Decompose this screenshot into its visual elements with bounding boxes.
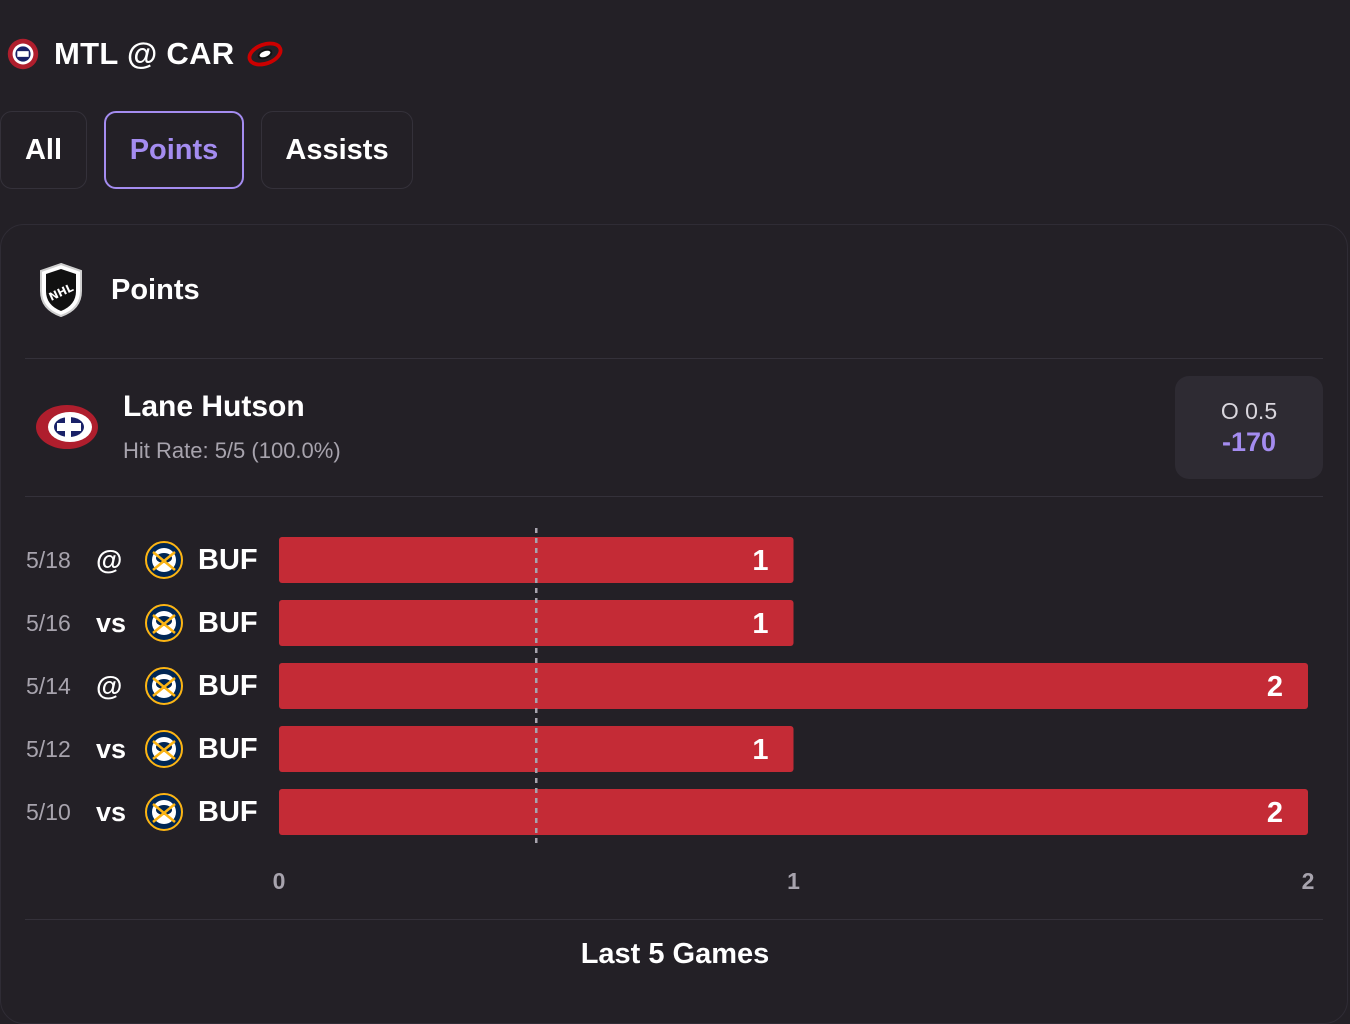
canadiens-logo-icon xyxy=(7,38,39,70)
nhl-shield-icon: NHL xyxy=(40,262,82,318)
card-header: NHL Points xyxy=(35,261,200,319)
bar-value-label: 2 xyxy=(1267,671,1283,703)
game-location: vs xyxy=(96,733,127,764)
matchup-header: MTL @ CAR xyxy=(4,30,284,78)
opponent-abbr: BUF xyxy=(198,732,258,765)
odds-line: O 0.5 xyxy=(1220,397,1278,424)
game-row: 5/14 @ BUF xyxy=(26,663,258,709)
game-row: 5/10 vs BUF xyxy=(26,789,258,835)
x-tick-label: 0 xyxy=(273,868,286,894)
hit-rate: Hit Rate: 5/5 (100.0%) xyxy=(123,438,341,463)
canadiens-logo-icon xyxy=(36,405,98,449)
tab-assists[interactable]: Assists xyxy=(261,111,413,189)
bar-value-label: 1 xyxy=(752,545,768,577)
opponent-abbr: BUF xyxy=(198,606,258,639)
game-date: 5/14 xyxy=(26,672,71,699)
sabres-logo-icon xyxy=(145,793,183,831)
game-location: vs xyxy=(96,607,127,638)
x-tick-label: 2 xyxy=(1302,868,1315,894)
game-date: 5/18 xyxy=(26,546,71,573)
tab-points[interactable]: Points xyxy=(104,111,244,189)
divider xyxy=(25,919,1323,920)
divider xyxy=(25,496,1323,497)
opponent-abbr: BUF xyxy=(198,543,258,576)
game-row: 5/16 vs BUF xyxy=(26,600,258,646)
x-tick-label: 1 xyxy=(787,868,800,894)
game-row: 5/12 vs BUF xyxy=(26,726,258,772)
game-location: vs xyxy=(96,796,127,827)
tab-all[interactable]: All xyxy=(0,111,87,189)
bar-value-label: 2 xyxy=(1267,797,1283,829)
divider xyxy=(25,358,1323,359)
market-label: Points xyxy=(111,273,200,306)
chart-footer: Last 5 Games xyxy=(580,938,770,970)
sabres-logo-icon xyxy=(145,604,183,642)
hurricanes-logo-icon xyxy=(248,41,283,67)
opponent-abbr: BUF xyxy=(198,795,258,828)
sabres-logo-icon xyxy=(145,541,183,579)
sabres-logo-icon xyxy=(145,730,183,768)
odds-price: -170 xyxy=(1221,426,1277,457)
bar-value-label: 1 xyxy=(752,608,768,640)
matchup-title: MTL @ CAR xyxy=(54,36,235,71)
sabres-logo-icon xyxy=(145,667,183,705)
player-info: Lane Hutson Hit Rate: 5/5 (100.0%) xyxy=(35,390,341,464)
points-bar-chart: 1 1 2 1 2 0 1 2 xyxy=(273,528,1315,894)
game-row: 5/18 @ BUF xyxy=(26,537,258,583)
game-date: 5/12 xyxy=(26,735,71,762)
market-tabs: All Points Assists xyxy=(0,111,430,189)
player-name: Lane Hutson xyxy=(123,390,305,423)
bar xyxy=(279,789,1308,835)
odds-button[interactable]: O 0.5 -170 xyxy=(1175,376,1323,479)
game-location: @ xyxy=(96,670,123,701)
opponent-abbr: BUF xyxy=(198,669,258,702)
bar xyxy=(279,663,1308,709)
game-location: @ xyxy=(96,544,123,575)
bar-value-label: 1 xyxy=(752,734,768,766)
game-date: 5/16 xyxy=(26,609,71,636)
game-date: 5/10 xyxy=(26,798,71,825)
